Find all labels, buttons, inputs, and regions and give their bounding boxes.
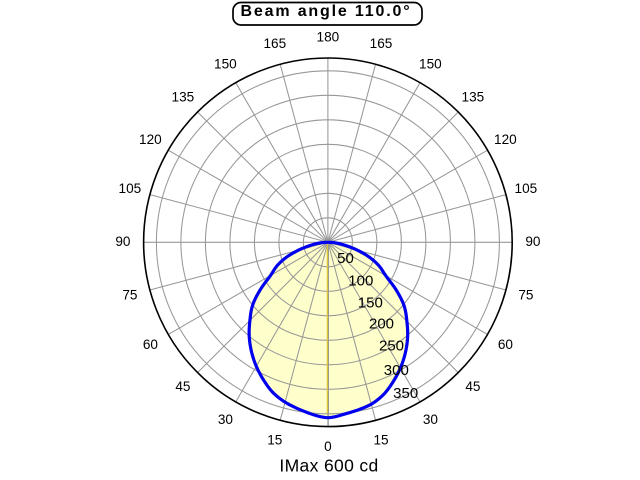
svg-text:165: 165	[263, 36, 286, 51]
svg-text:50: 50	[337, 250, 354, 267]
svg-text:105: 105	[119, 181, 142, 196]
svg-text:135: 135	[462, 89, 485, 104]
svg-text:0: 0	[324, 439, 332, 454]
svg-text:90: 90	[115, 234, 131, 249]
svg-text:15: 15	[267, 432, 282, 447]
svg-text:15: 15	[373, 432, 388, 447]
svg-text:150: 150	[419, 57, 442, 72]
svg-text:150: 150	[358, 295, 383, 312]
svg-text:135: 135	[172, 89, 195, 104]
svg-text:250: 250	[379, 338, 404, 355]
svg-text:150: 150	[214, 57, 237, 72]
svg-text:45: 45	[175, 379, 190, 394]
svg-text:180: 180	[317, 29, 340, 44]
svg-text:90: 90	[525, 234, 541, 249]
svg-text:Beam angle 110.0°: Beam angle 110.0°	[241, 3, 412, 20]
svg-text:60: 60	[143, 337, 159, 352]
svg-text:120: 120	[494, 132, 517, 147]
svg-text:75: 75	[518, 287, 533, 302]
svg-text:105: 105	[515, 181, 538, 196]
svg-text:165: 165	[370, 36, 393, 51]
svg-text:30: 30	[423, 412, 439, 427]
svg-text:200: 200	[369, 316, 394, 333]
svg-text:IMax 600 cd: IMax 600 cd	[279, 455, 378, 475]
svg-text:100: 100	[348, 273, 373, 290]
svg-text:300: 300	[384, 362, 409, 379]
svg-text:30: 30	[218, 412, 234, 427]
svg-text:350: 350	[393, 385, 418, 402]
svg-text:120: 120	[139, 132, 162, 147]
svg-text:45: 45	[465, 379, 480, 394]
svg-text:60: 60	[498, 337, 514, 352]
svg-text:75: 75	[122, 287, 137, 302]
